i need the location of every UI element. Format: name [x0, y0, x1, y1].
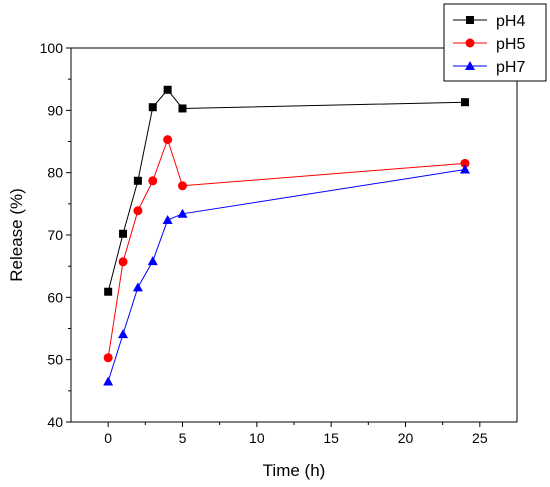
legend-marker	[465, 61, 475, 70]
legend-item-ph4: pH4	[453, 13, 525, 30]
x-tick-label: 25	[472, 430, 488, 446]
legend-items: pH4 pH5 pH7	[453, 13, 525, 76]
x-axis: 0 5 10 15 20 25	[104, 422, 488, 446]
series-line-ph4	[107, 88, 465, 292]
y-tick-label: 80	[47, 165, 63, 181]
data-point-ph5	[178, 181, 187, 191]
legend-marker	[466, 16, 474, 24]
series-ph7	[103, 164, 470, 386]
legend-item-ph7: pH7	[453, 59, 525, 76]
y-tick-label: 60	[47, 289, 63, 305]
data-point-ph5	[133, 206, 143, 216]
plot-frame	[70, 47, 518, 423]
data-point-ph7	[103, 376, 114, 386]
legend-label: pH4	[496, 13, 525, 30]
data-point-ph5	[460, 158, 470, 168]
data-point-ph5	[118, 257, 128, 267]
x-axis-title: Time (h)	[263, 461, 326, 480]
legend-label: pH5	[496, 36, 525, 53]
data-point-ph5	[148, 176, 158, 186]
data-point-ph4	[104, 287, 113, 296]
series-line-ph5	[107, 138, 466, 358]
data-point-ph4	[178, 104, 187, 113]
data-point-ph7	[147, 256, 158, 266]
x-tick-label: 10	[249, 430, 265, 446]
y-axis: 40 50 60 70 80 90 100	[40, 40, 71, 430]
y-tick-label: 100	[40, 40, 64, 56]
data-point-ph7	[132, 282, 143, 292]
series-line-ph7	[107, 169, 466, 382]
data-point-ph7	[177, 208, 188, 218]
y-tick-label: 90	[47, 102, 63, 118]
data-point-ph7	[162, 215, 173, 225]
legend-item-ph5: pH5	[453, 36, 525, 53]
data-point-ph5	[103, 353, 113, 363]
data-point-ph5	[163, 135, 173, 145]
y-tick-label: 50	[47, 352, 63, 368]
x-tick-label: 20	[398, 430, 414, 446]
data-point-ph7	[118, 329, 129, 339]
legend-label: pH7	[496, 59, 525, 76]
series-layer	[103, 85, 470, 386]
data-point-ph4	[148, 103, 157, 112]
legend-marker	[465, 38, 475, 48]
y-tick-label: 70	[47, 227, 63, 243]
data-point-ph4	[133, 176, 142, 185]
y-tick-label: 40	[47, 414, 63, 430]
x-tick-label: 5	[179, 430, 187, 446]
x-tick-label: 0	[104, 430, 112, 446]
data-point-ph4	[460, 98, 469, 107]
data-point-ph4	[119, 229, 128, 238]
x-tick-label: 15	[323, 430, 339, 446]
legend: pH4 pH5 pH7	[443, 3, 547, 82]
series-ph4	[104, 85, 469, 296]
data-point-ph4	[163, 85, 172, 94]
data-point-ph7	[459, 164, 470, 174]
y-axis-title: Release (%)	[7, 188, 26, 282]
series-ph5	[103, 135, 470, 363]
